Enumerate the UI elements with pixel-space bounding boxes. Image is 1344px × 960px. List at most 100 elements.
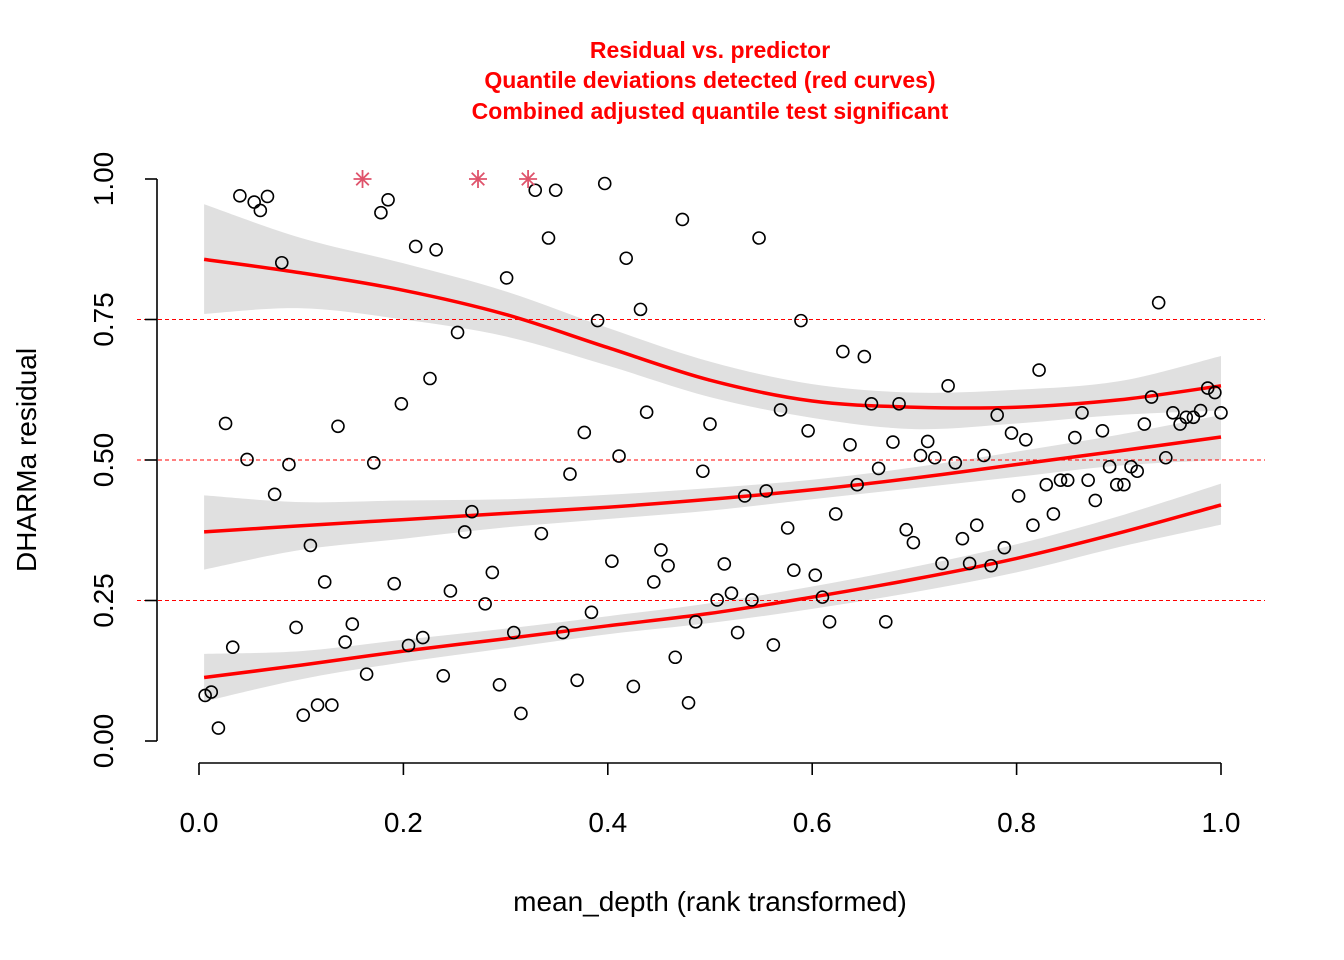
data-point: [1117, 477, 1131, 492]
data-point: [787, 563, 801, 577]
data-point: [1081, 473, 1095, 488]
data-point: [253, 203, 268, 218]
data-point: [423, 371, 437, 386]
data-point: [1060, 473, 1075, 488]
data-point: [359, 667, 374, 681]
data-point: [408, 239, 423, 254]
data-point: [225, 640, 240, 654]
data-point: [766, 638, 781, 652]
data-point: [675, 212, 690, 227]
data-point: [233, 189, 247, 203]
data-point: [506, 625, 521, 640]
data-point: [730, 625, 745, 640]
outlier-star-stroke: [471, 172, 485, 186]
data-point: [218, 416, 233, 431]
data-point: [303, 538, 318, 553]
data-point: [317, 575, 332, 589]
data-point: [1088, 493, 1103, 508]
data-point: [485, 565, 500, 580]
y-axis-title: DHARMa residual: [11, 348, 42, 572]
y-tick-label: 0.50: [88, 433, 119, 488]
data-point: [688, 615, 703, 629]
data-point: [626, 679, 641, 694]
data-point: [612, 449, 626, 463]
outlier-star: [519, 170, 538, 188]
data-point: [850, 477, 864, 492]
data-point: [1109, 477, 1124, 492]
data-point: [935, 556, 949, 571]
data-point: [752, 231, 766, 245]
data-point: [1004, 426, 1019, 440]
data-point: [773, 403, 788, 417]
data-point: [478, 597, 492, 611]
data-point: [274, 255, 289, 270]
data-point: [948, 456, 963, 470]
data-point: [1068, 430, 1082, 445]
data-point: [394, 396, 409, 411]
data-point: [955, 531, 970, 546]
confidence-band-q0.75: [204, 204, 1222, 430]
data-point: [597, 176, 612, 191]
outlier-star-stroke: [355, 172, 370, 186]
data-point: [534, 526, 549, 541]
data-point: [962, 556, 977, 571]
data-point: [639, 405, 654, 420]
data-point: [654, 543, 668, 557]
data-point: [696, 464, 710, 479]
data-point: [1130, 464, 1144, 479]
y-tick-label: 0.00: [88, 714, 119, 769]
data-point: [646, 575, 661, 589]
data-point: [1026, 518, 1040, 532]
data-point: [1018, 432, 1033, 447]
data-point: [822, 615, 837, 629]
data-point: [605, 554, 619, 568]
confidence-band-q0.25: [204, 483, 1222, 702]
y-tick-label: 0.25: [88, 573, 119, 628]
x-tick-label: 0.4: [588, 807, 627, 838]
data-point: [1151, 295, 1166, 310]
quantile-curve-0.75: [203, 257, 1222, 410]
data-point: [401, 638, 416, 653]
data-point: [794, 313, 808, 328]
x-tick-label: 0.6: [793, 807, 832, 838]
data-point: [920, 434, 935, 449]
data-point: [499, 271, 514, 285]
data-point: [886, 435, 900, 449]
data-point: [240, 452, 254, 467]
data-point: [267, 487, 282, 502]
data-point: [338, 635, 352, 649]
data-point: [759, 484, 774, 498]
data-point: [681, 695, 696, 710]
data-point: [1166, 405, 1180, 420]
data-point: [737, 489, 752, 503]
data-point: [969, 518, 984, 532]
data-point: [997, 540, 1012, 555]
data-point: [1208, 385, 1222, 400]
y-tick-label: 1.00: [88, 152, 119, 207]
data-point: [801, 423, 815, 438]
data-point: [570, 673, 584, 688]
quantile-curve-0.5: [203, 435, 1222, 534]
data-point: [366, 456, 381, 470]
data-point: [1046, 507, 1061, 521]
data-point: [1137, 417, 1152, 431]
data-point: [331, 419, 345, 434]
data-point: [325, 698, 339, 712]
data-point: [899, 522, 914, 537]
data-point: [1159, 450, 1173, 465]
outlier-star-stroke: [521, 172, 536, 186]
data-point: [843, 438, 857, 452]
data-point: [1193, 403, 1208, 418]
data-point: [990, 408, 1004, 422]
data-point: [416, 630, 430, 645]
data-point: [457, 525, 472, 539]
data-point: [745, 593, 759, 607]
chart-title-line-1: Residual vs. predictor: [590, 37, 830, 63]
chart-title-line-3: Combined adjusted quantile test signific…: [472, 98, 949, 124]
data-point: [1179, 410, 1194, 425]
data-point: [619, 251, 633, 266]
data-point: [633, 302, 648, 317]
data-point: [941, 379, 955, 393]
data-point: [548, 183, 563, 198]
